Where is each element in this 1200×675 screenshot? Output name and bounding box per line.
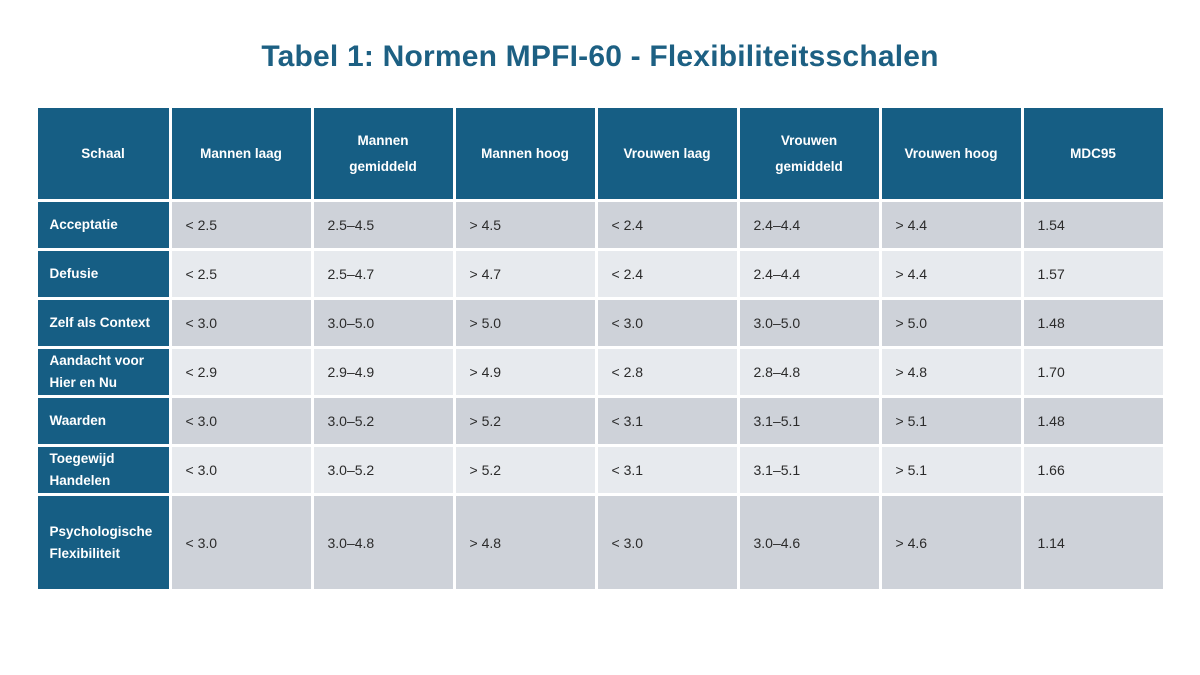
table-row-zelf-als-context: Zelf als Context < 3.0 3.0–5.0 > 5.0 < 3… xyxy=(34,297,1166,349)
column-header-schaal: Schaal xyxy=(34,105,172,202)
cell-mannen-laag: < 3.0 xyxy=(168,444,314,496)
cell-mannen-laag: < 2.9 xyxy=(168,346,314,398)
cell-mannen-hoog: > 5.0 xyxy=(452,297,598,349)
cell-vrouwen-laag: < 2.4 xyxy=(594,248,740,300)
cell-vrouwen-gemiddeld: 2.4–4.4 xyxy=(736,248,882,300)
cell-mdc95: 1.70 xyxy=(1020,346,1166,398)
cell-mannen-gemiddeld: 2.9–4.9 xyxy=(310,346,456,398)
cell-mannen-gemiddeld: 3.0–5.2 xyxy=(310,395,456,447)
cell-vrouwen-gemiddeld: 3.0–4.6 xyxy=(736,493,882,592)
cell-mannen-laag: < 2.5 xyxy=(168,248,314,300)
cell-mannen-hoog: > 5.2 xyxy=(452,444,598,496)
column-header-mannen-hoog: Mannen hoog xyxy=(452,105,598,202)
row-label: Zelf als Context xyxy=(34,297,172,349)
table-row-psychologische-flexibiliteit: Psychologische Flexibiliteit < 3.0 3.0–4… xyxy=(34,493,1166,592)
cell-vrouwen-laag: < 3.1 xyxy=(594,444,740,496)
column-header-vrouwen-laag: Vrouwen laag xyxy=(594,105,740,202)
cell-mannen-gemiddeld: 3.0–4.8 xyxy=(310,493,456,592)
cell-mdc95: 1.48 xyxy=(1020,395,1166,447)
cell-vrouwen-laag: < 3.0 xyxy=(594,493,740,592)
cell-mannen-laag: < 3.0 xyxy=(168,297,314,349)
cell-mannen-gemiddeld: 3.0–5.0 xyxy=(310,297,456,349)
cell-mannen-hoog: > 4.5 xyxy=(452,199,598,251)
table-row-aandacht-voor-hier-en-nu: Aandacht voor Hier en Nu < 2.9 2.9–4.9 >… xyxy=(34,346,1166,398)
cell-mannen-laag: < 3.0 xyxy=(168,395,314,447)
cell-vrouwen-gemiddeld: 3.1–5.1 xyxy=(736,444,882,496)
cell-vrouwen-laag: < 2.8 xyxy=(594,346,740,398)
table-row-defusie: Defusie < 2.5 2.5–4.7 > 4.7 < 2.4 2.4–4.… xyxy=(34,248,1166,300)
cell-vrouwen-hoog: > 4.8 xyxy=(878,346,1024,398)
cell-mannen-hoog: > 4.9 xyxy=(452,346,598,398)
column-header-vrouwen-gemiddeld: Vrouwen gemiddeld xyxy=(736,105,882,202)
table-header: Schaal Mannen laag Mannen gemiddeld Mann… xyxy=(34,105,1166,202)
row-label: Aandacht voor Hier en Nu xyxy=(34,346,172,398)
row-label: Waarden xyxy=(34,395,172,447)
row-label: Toegewijd Handelen xyxy=(34,444,172,496)
row-label: Defusie xyxy=(34,248,172,300)
norms-table: Schaal Mannen laag Mannen gemiddeld Mann… xyxy=(34,105,1166,592)
cell-vrouwen-hoog: > 4.6 xyxy=(878,493,1024,592)
cell-vrouwen-gemiddeld: 2.8–4.8 xyxy=(736,346,882,398)
cell-mannen-gemiddeld: 2.5–4.7 xyxy=(310,248,456,300)
row-label: Acceptatie xyxy=(34,199,172,251)
column-header-vrouwen-hoog: Vrouwen hoog xyxy=(878,105,1024,202)
cell-vrouwen-hoog: > 5.1 xyxy=(878,395,1024,447)
cell-vrouwen-hoog: > 5.0 xyxy=(878,297,1024,349)
column-header-mdc95: MDC95 xyxy=(1020,105,1166,202)
cell-mannen-hoog: > 4.8 xyxy=(452,493,598,592)
cell-mdc95: 1.66 xyxy=(1020,444,1166,496)
cell-vrouwen-gemiddeld: 2.4–4.4 xyxy=(736,199,882,251)
cell-mannen-laag: < 3.0 xyxy=(168,493,314,592)
table-row-toegewijd-handelen: Toegewijd Handelen < 3.0 3.0–5.2 > 5.2 <… xyxy=(34,444,1166,496)
cell-mannen-laag: < 2.5 xyxy=(168,199,314,251)
cell-vrouwen-gemiddeld: 3.1–5.1 xyxy=(736,395,882,447)
cell-vrouwen-hoog: > 4.4 xyxy=(878,248,1024,300)
cell-mannen-gemiddeld: 2.5–4.5 xyxy=(310,199,456,251)
cell-mannen-hoog: > 5.2 xyxy=(452,395,598,447)
cell-vrouwen-laag: < 2.4 xyxy=(594,199,740,251)
column-header-mannen-laag: Mannen laag xyxy=(168,105,314,202)
cell-mdc95: 1.57 xyxy=(1020,248,1166,300)
cell-vrouwen-hoog: > 5.1 xyxy=(878,444,1024,496)
table-row-acceptatie: Acceptatie < 2.5 2.5–4.5 > 4.5 < 2.4 2.4… xyxy=(34,199,1166,251)
cell-mdc95: 1.14 xyxy=(1020,493,1166,592)
table-body: Acceptatie < 2.5 2.5–4.5 > 4.5 < 2.4 2.4… xyxy=(34,199,1166,592)
cell-vrouwen-laag: < 3.0 xyxy=(594,297,740,349)
cell-vrouwen-hoog: > 4.4 xyxy=(878,199,1024,251)
cell-mannen-gemiddeld: 3.0–5.2 xyxy=(310,444,456,496)
page-title: Tabel 1: Normen MPFI-60 - Flexibiliteits… xyxy=(261,40,939,73)
cell-mdc95: 1.48 xyxy=(1020,297,1166,349)
table-row-waarden: Waarden < 3.0 3.0–5.2 > 5.2 < 3.1 3.1–5.… xyxy=(34,395,1166,447)
row-label: Psychologische Flexibiliteit xyxy=(34,493,172,592)
column-header-mannen-gemiddeld: Mannen gemiddeld xyxy=(310,105,456,202)
cell-vrouwen-gemiddeld: 3.0–5.0 xyxy=(736,297,882,349)
header-row: Schaal Mannen laag Mannen gemiddeld Mann… xyxy=(34,105,1166,202)
cell-vrouwen-laag: < 3.1 xyxy=(594,395,740,447)
cell-mannen-hoog: > 4.7 xyxy=(452,248,598,300)
cell-mdc95: 1.54 xyxy=(1020,199,1166,251)
